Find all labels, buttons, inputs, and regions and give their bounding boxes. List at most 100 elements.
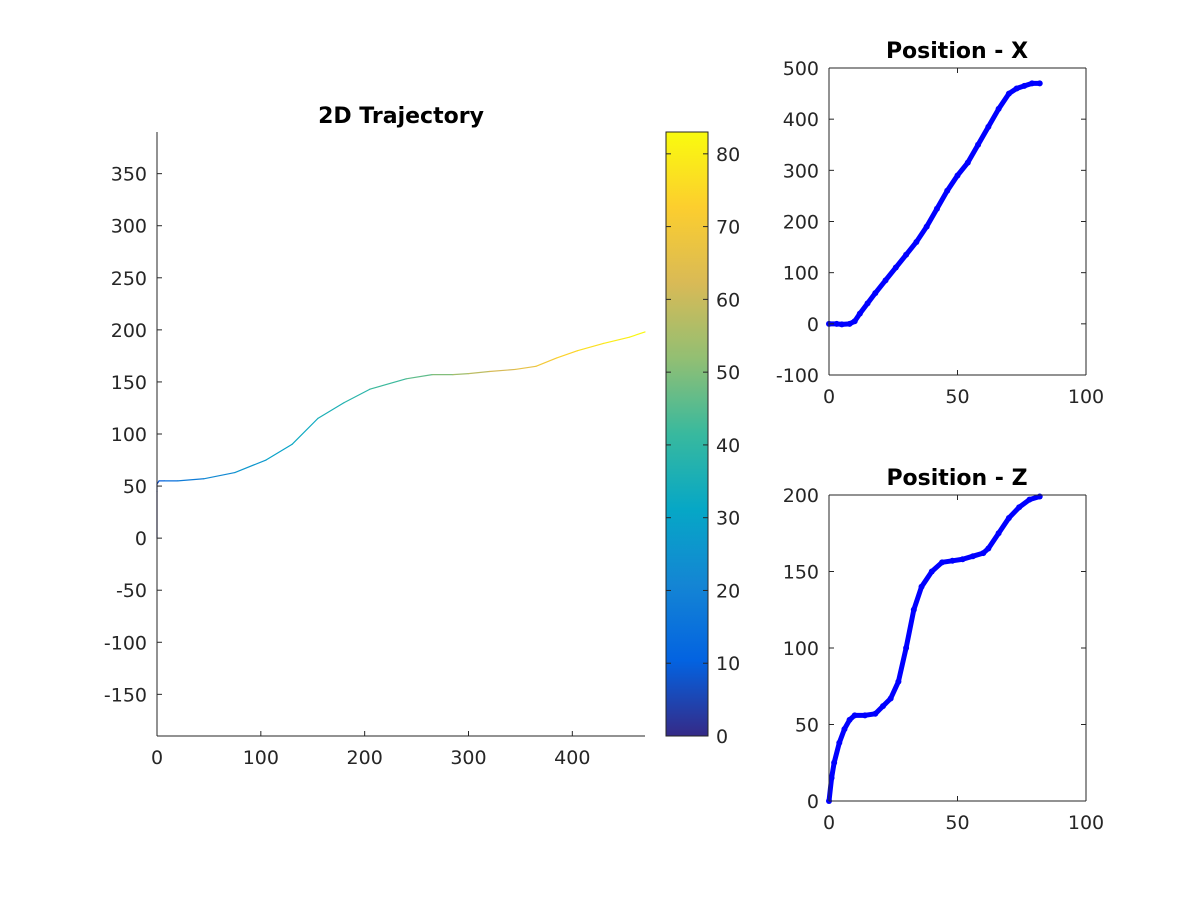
trajectory-x-tick-label: 200 (347, 747, 383, 769)
position-x-point (892, 264, 899, 271)
position-z-title: Position - Z (886, 466, 1027, 491)
position-z-point (928, 568, 935, 575)
trajectory-y-tick-label: 350 (111, 164, 147, 186)
position-z-point (831, 759, 838, 766)
position-z-point (1005, 514, 1012, 521)
colorbar-ticks: 0 10 20 30 40 50 60 70 80 (666, 144, 740, 748)
position-x-point (856, 310, 863, 317)
trajectory-line-segment (452, 373, 470, 376)
trajectory-line-segment (535, 357, 558, 367)
trajectory-line-segment (602, 336, 631, 344)
trajectory-x-tick-label: 0 (151, 747, 163, 769)
position-z-series (826, 493, 1043, 804)
position-z-point (980, 550, 987, 557)
position-x-x-tick-label: 100 (1068, 386, 1104, 408)
trajectory-y-tick-label: 50 (123, 476, 147, 498)
position-z-panel: Position - Z 0 50 100 0 50 100 150 200 (783, 466, 1104, 834)
position-z-y-tick-label: 50 (795, 715, 819, 737)
position-x-point (846, 320, 853, 327)
position-z-point (959, 556, 966, 563)
position-x-point (872, 290, 879, 297)
position-x-trace (826, 80, 1043, 327)
position-x-y-tick-label: 0 (807, 314, 819, 336)
position-x-point (913, 238, 920, 245)
colorbar-gradient (665, 131, 709, 737)
trajectory-line-segment (576, 342, 605, 352)
position-x-point (923, 223, 930, 230)
position-z-point (872, 710, 879, 717)
position-z-x-tick-label: 50 (945, 812, 969, 834)
trajectory-x-tick-label: 400 (554, 747, 590, 769)
position-x-series (826, 80, 1043, 328)
position-z-point (1026, 496, 1033, 503)
position-z-point (887, 695, 894, 702)
trajectory-line-segment (405, 374, 433, 380)
trajectory-line-segment (488, 368, 516, 373)
colorbar-tick-label: 80 (716, 144, 740, 166)
position-z-point (879, 703, 886, 710)
position-x-point (851, 318, 858, 325)
position-z-y-tick-label: 200 (783, 485, 819, 507)
position-x-point (903, 251, 910, 258)
trajectory-line-segment (514, 365, 537, 371)
position-z-trace (826, 494, 1043, 804)
position-x-y-tick-label: -100 (776, 365, 819, 387)
trajectory-y-tick-label: 250 (111, 268, 147, 290)
position-z-point (861, 712, 868, 719)
position-x-point (838, 321, 845, 328)
position-z-point (985, 545, 992, 552)
trajectory-y-tick-label: 200 (111, 320, 147, 342)
position-x-point (1005, 90, 1012, 97)
position-z-point (836, 739, 843, 746)
position-x-y-tick-label: 300 (783, 160, 819, 182)
trajectory-line-segment (343, 388, 371, 404)
position-z-point (949, 557, 956, 564)
position-z-point (841, 726, 848, 733)
position-x-point (995, 105, 1002, 112)
position-z-y-tick-label: 150 (783, 562, 819, 584)
position-x-point (954, 172, 961, 179)
trajectory-line-segment (265, 443, 293, 461)
colorbar-tick-label: 70 (716, 217, 740, 239)
trajectory-line-segment (628, 331, 646, 338)
trajectory-line-segment (317, 402, 345, 419)
position-x-point (944, 187, 951, 194)
position-x-point (1021, 82, 1028, 89)
trajectory-y-tick-label: 150 (111, 372, 147, 394)
position-z-axes: 0 50 100 0 50 100 150 200 (783, 485, 1104, 834)
position-z-point (1016, 504, 1023, 511)
position-x-point (864, 300, 871, 307)
trajectory-axes: 0 100 200 300 400 -150 -100 -50 0 50 100 150 200 250 3… (104, 132, 645, 769)
colorbar-tick-label: 10 (716, 653, 740, 675)
position-x-point (964, 159, 971, 166)
position-z-point (939, 559, 946, 566)
position-x-point (975, 141, 982, 148)
trajectory-y-tick-label: 100 (111, 424, 147, 446)
position-z-point (828, 775, 835, 782)
trajectory-y-tick-label: 0 (135, 528, 147, 550)
position-z-point (910, 606, 917, 613)
position-x-point (833, 320, 840, 327)
position-x-point (1029, 80, 1036, 87)
position-x-y-tick-label: 200 (783, 212, 819, 234)
position-z-point (969, 553, 976, 560)
position-z-y-tick-label: 100 (783, 638, 819, 660)
trajectory-y-tick-label: -50 (116, 580, 147, 602)
trajectory-line-segment (177, 478, 205, 482)
colorbar-tick-label: 30 (716, 508, 740, 530)
position-z-point (903, 645, 910, 651)
trajectory-y-tick-label: -100 (104, 632, 147, 654)
position-z-y-tick-label: 0 (807, 791, 819, 813)
colorbar: 0 10 20 30 40 50 60 70 80 (665, 131, 740, 748)
trajectory-line-segment (234, 459, 267, 474)
trajectory-line-segment (556, 350, 579, 359)
colorbar-tick-label: 20 (716, 580, 740, 602)
position-z-point (1036, 493, 1043, 500)
trajectory-title: 2D Trajectory (318, 104, 484, 129)
position-x-title: Position - X (886, 39, 1028, 64)
colorbar-tick-label: 60 (716, 289, 740, 311)
trajectory-line-segment (369, 378, 407, 390)
position-x-point (882, 277, 889, 284)
position-x-point (985, 123, 992, 130)
